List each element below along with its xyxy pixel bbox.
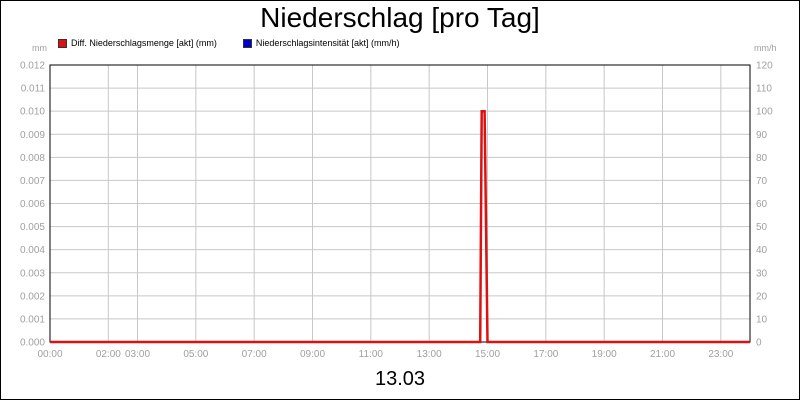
right-tick-label: 10 bbox=[756, 314, 768, 325]
x-tick-label: 09:00 bbox=[300, 349, 325, 360]
x-tick-label: 05:00 bbox=[183, 349, 208, 360]
left-tick-label: 0.002 bbox=[20, 291, 45, 302]
right-tick-label: 120 bbox=[756, 61, 773, 72]
chart-title: Niederschlag [pro Tag] bbox=[260, 2, 540, 33]
legend-swatch-menge bbox=[58, 38, 67, 48]
x-tick-label: 13:00 bbox=[417, 349, 442, 360]
x-tick-label: 23:00 bbox=[708, 349, 733, 360]
right-tick-label: 50 bbox=[756, 222, 768, 233]
right-tick-label: 40 bbox=[756, 245, 768, 256]
legend-label-intensitaet: Niederschlagsintensität [akt] (mm/h) bbox=[255, 38, 400, 48]
left-tick-label: 0.000 bbox=[20, 338, 45, 349]
x-tick-label: 07:00 bbox=[242, 349, 267, 360]
legend-swatch-intensitaet bbox=[242, 38, 252, 48]
x-tick-label: 02:00 bbox=[96, 349, 121, 360]
right-tick-label: 70 bbox=[756, 176, 768, 187]
left-tick-label: 0.001 bbox=[20, 314, 45, 325]
right-tick-label: 110 bbox=[756, 84, 772, 95]
x-tick-label: 19:00 bbox=[592, 349, 617, 360]
left-tick-label: 0.012 bbox=[20, 61, 45, 72]
left-tick-label: 0.008 bbox=[20, 153, 45, 164]
x-tick-label: 03:00 bbox=[125, 349, 150, 360]
legend-item-intensitaet: Niederschlagsintensität [akt] (mm/h) bbox=[242, 38, 400, 48]
right-tick-label: 80 bbox=[756, 153, 768, 164]
right-axis-unit: mm/h bbox=[754, 43, 777, 53]
legend: Diff. Niederschlagsmenge [akt] (mm) Nied… bbox=[58, 38, 425, 48]
right-tick-label: 60 bbox=[756, 199, 768, 210]
left-tick-label: 0.003 bbox=[20, 268, 45, 279]
left-tick-label: 0.005 bbox=[20, 222, 45, 233]
x-tick-label: 17:00 bbox=[533, 349, 558, 360]
x-tick-label: 21:00 bbox=[650, 349, 675, 360]
right-tick-label: 0 bbox=[756, 338, 762, 349]
left-tick-label: 0.011 bbox=[21, 84, 46, 95]
x-tick-label: 11:00 bbox=[359, 349, 384, 360]
left-axis-unit: mm bbox=[32, 43, 47, 53]
left-tick-label: 0.007 bbox=[20, 176, 45, 187]
date-label: 13.03 bbox=[374, 368, 426, 390]
right-tick-label: 90 bbox=[756, 130, 768, 141]
x-tick-label: 00:00 bbox=[37, 349, 62, 360]
left-tick-label: 0.010 bbox=[20, 107, 45, 118]
right-tick-label: 20 bbox=[756, 291, 768, 302]
series-line-0 bbox=[50, 109, 750, 344]
left-tick-label: 0.006 bbox=[20, 199, 45, 210]
right-tick-label: 30 bbox=[756, 268, 768, 279]
legend-label-menge: Diff. Niederschlagsmenge [akt] (mm) bbox=[71, 38, 217, 48]
left-tick-label: 0.009 bbox=[20, 130, 45, 141]
left-tick-label: 0.004 bbox=[20, 245, 45, 256]
legend-item-menge: Diff. Niederschlagsmenge [akt] (mm) bbox=[58, 38, 217, 48]
right-tick-label: 100 bbox=[756, 107, 773, 118]
x-tick-label: 15:00 bbox=[475, 349, 500, 360]
